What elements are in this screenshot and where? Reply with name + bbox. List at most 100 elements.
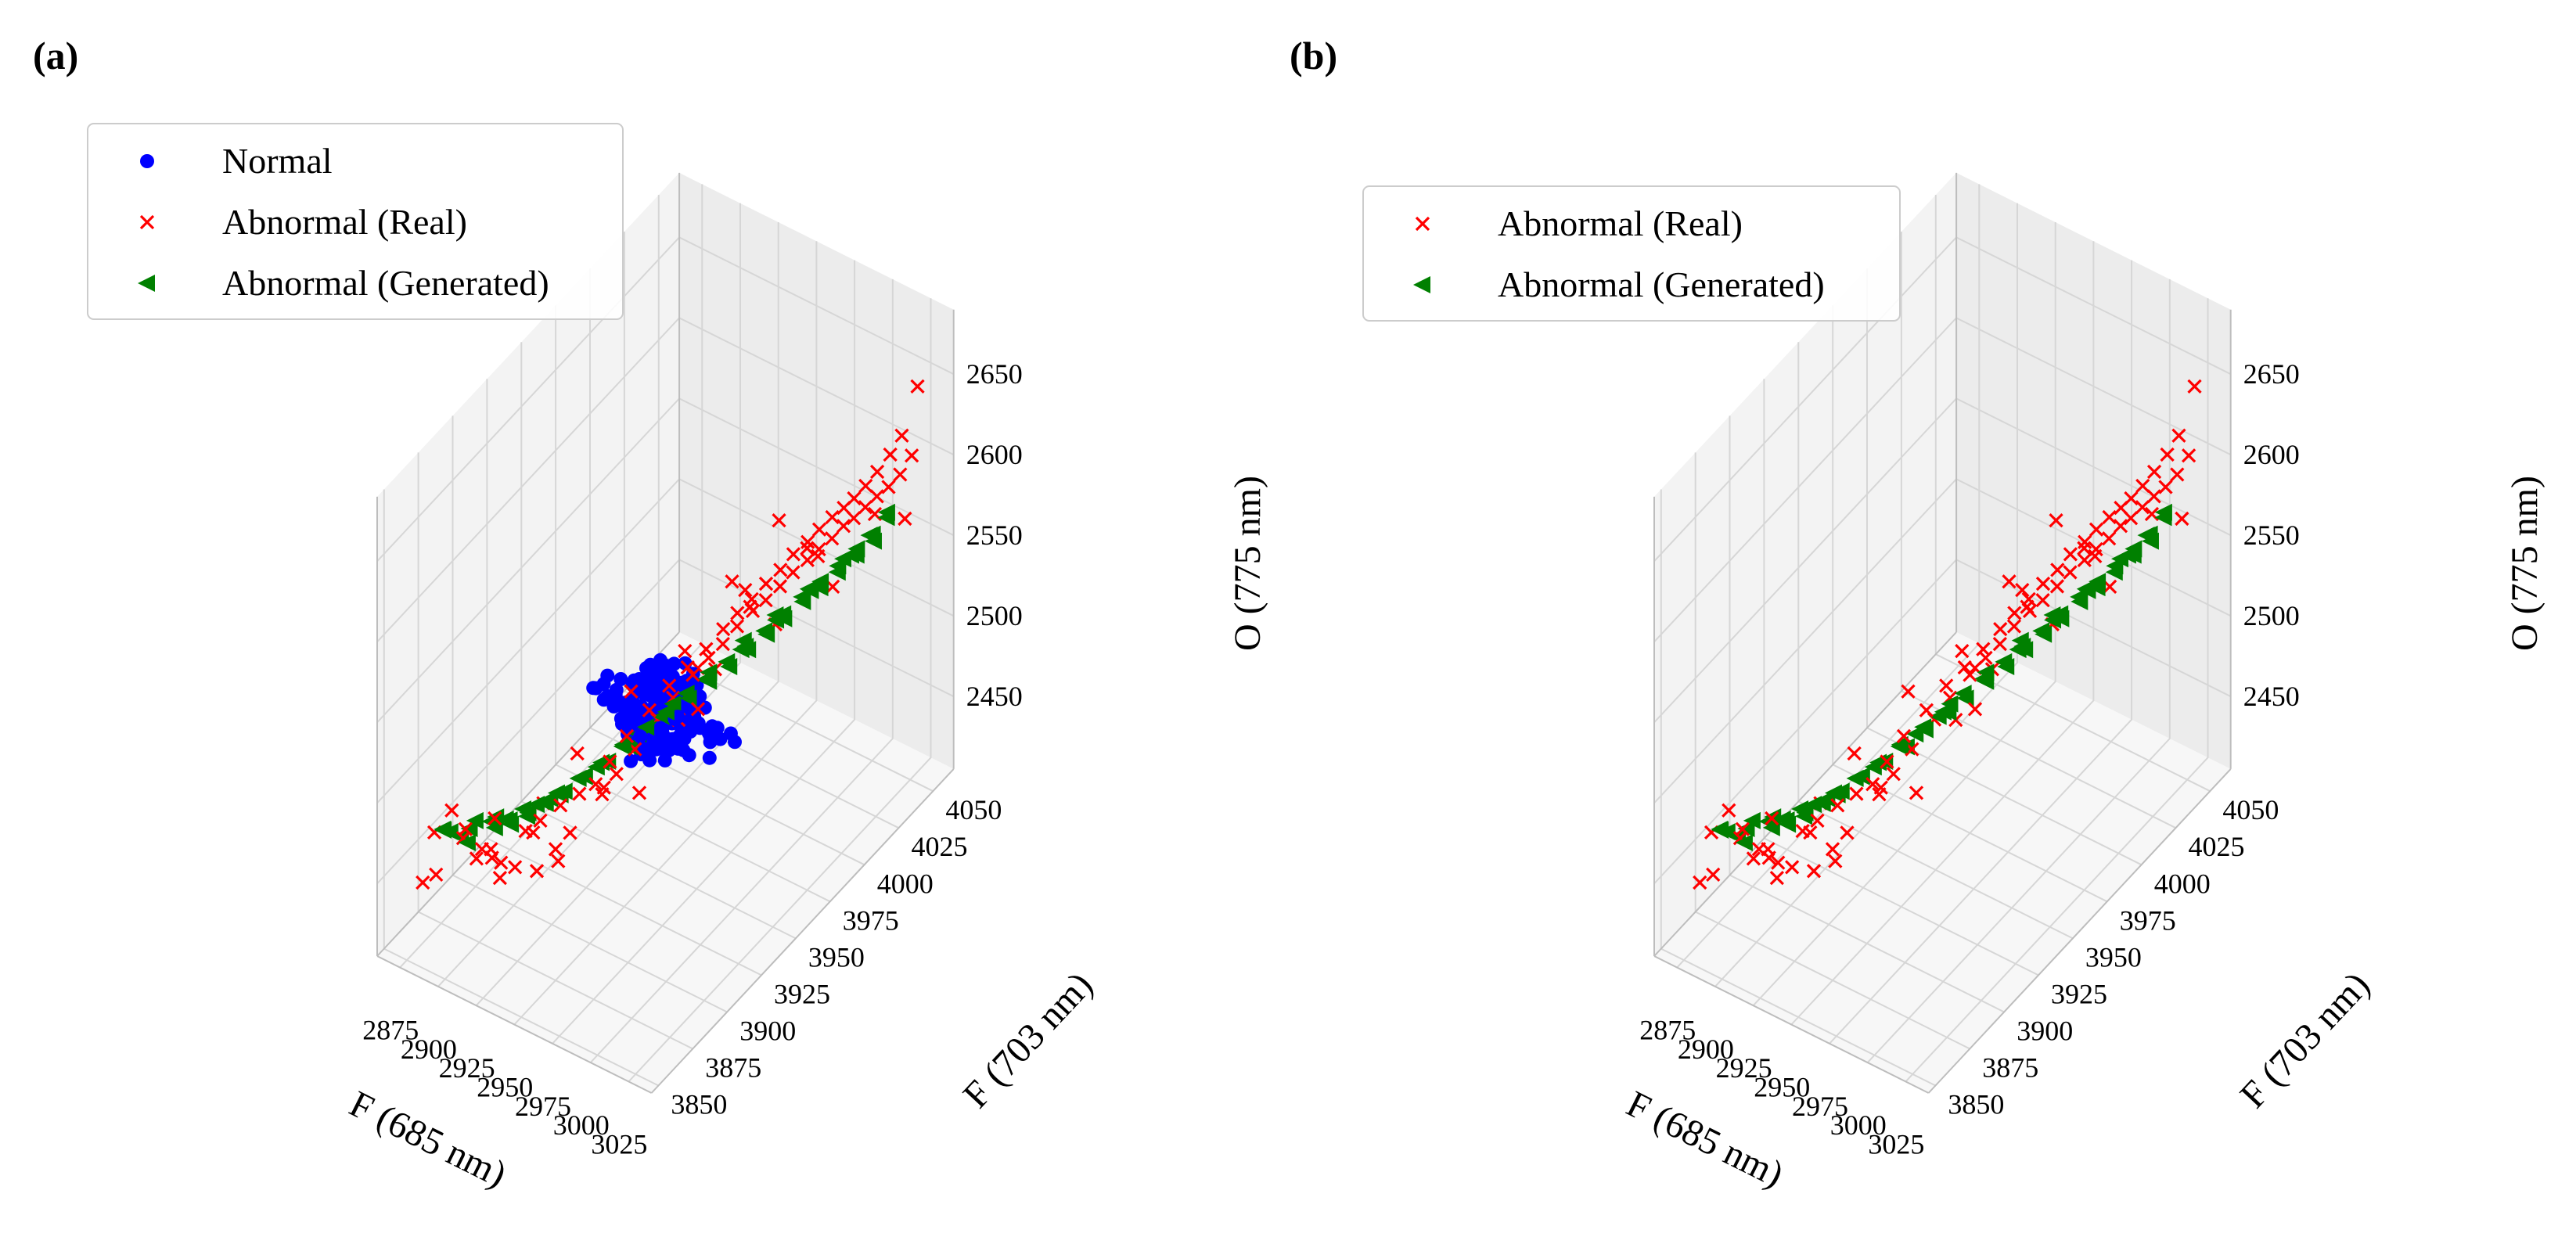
abnormal-real-point xyxy=(2135,500,2150,515)
abnormal-real-point xyxy=(2050,563,2065,577)
abnormal-real-point xyxy=(662,678,677,693)
abnormal-real-point xyxy=(881,480,896,494)
y-tick-label: 4000 xyxy=(2154,868,2211,899)
abnormal-real-point xyxy=(1840,825,1855,840)
abnormal-real-point xyxy=(1886,767,1901,782)
abnormal-real-point xyxy=(715,636,730,652)
z-tick-label: 2450 xyxy=(966,681,1023,712)
normal-point xyxy=(609,682,624,697)
x-tick-label: 2950 xyxy=(477,1072,533,1103)
x-gridline xyxy=(437,203,741,987)
normal-point xyxy=(645,659,660,674)
x-gridline xyxy=(1866,279,2171,1063)
abnormal-generated-point xyxy=(664,695,682,713)
abnormal-real-point xyxy=(2089,522,2104,537)
abnormal-real-point xyxy=(2144,506,2160,522)
normal-point xyxy=(642,742,657,757)
x-gridline xyxy=(1714,203,2018,987)
abnormal-real-point xyxy=(699,642,714,656)
abnormal-real-point xyxy=(1746,851,1761,866)
axis-edge xyxy=(650,768,955,1094)
x-tick-label: 2925 xyxy=(439,1052,495,1084)
legend-box xyxy=(87,123,624,320)
abnormal-generated-point xyxy=(1974,670,1992,688)
abnormal-generated-point xyxy=(1773,810,1791,828)
abnormal-real-point xyxy=(1765,811,1779,826)
abnormal-generated-point xyxy=(496,810,514,828)
abnormal-real-point xyxy=(772,512,786,528)
abnormal-real-point xyxy=(2015,583,2030,598)
legend-generated-marker xyxy=(138,275,155,292)
abnormal-real-point xyxy=(508,860,523,875)
y-tick-label: 4050 xyxy=(2222,794,2279,825)
y-tick-label: 3900 xyxy=(739,1016,796,1047)
x-tick-label: 2900 xyxy=(1678,1034,1734,1065)
normal-point xyxy=(693,721,707,735)
abnormal-real-point xyxy=(2077,541,2092,555)
abnormal-real-point xyxy=(730,606,745,620)
axis-edge xyxy=(1653,955,1930,1094)
normal-point xyxy=(606,699,621,714)
abnormal-real-point xyxy=(469,851,484,866)
abnormal-real-point xyxy=(487,811,502,826)
axis-edge xyxy=(1653,631,1957,957)
abnormal-generated-point xyxy=(829,557,847,575)
normal-point xyxy=(642,753,657,768)
abnormal-real-point xyxy=(529,864,545,879)
abnormal-real-point xyxy=(2102,509,2117,525)
abnormal-real-point xyxy=(1847,746,1862,761)
abnormal-real-point xyxy=(1993,621,2008,637)
y-tick-label: 3950 xyxy=(2085,941,2142,973)
abnormal-real-point xyxy=(2002,574,2017,589)
abnormal-real-point xyxy=(678,643,693,659)
legend-label: Abnormal (Real) xyxy=(222,202,467,242)
abnormal-real-point xyxy=(2021,591,2036,606)
abnormal-real-point xyxy=(773,563,788,577)
abnormal-real-point xyxy=(2181,448,2196,463)
y-tick-label: 3925 xyxy=(2051,978,2107,1009)
abnormal-generated-point xyxy=(2089,573,2106,591)
abnormal-generated-point xyxy=(547,784,565,802)
normal-point xyxy=(633,729,648,744)
abnormal-real-point xyxy=(883,447,898,462)
z-axis-label: O (775 nm) xyxy=(2504,476,2545,651)
abnormal-generated-point xyxy=(736,638,754,656)
abnormal-real-point xyxy=(1880,754,1894,769)
legend: Normal Abnormal (Real) Abnormal (Generated… xyxy=(87,123,624,320)
abnormal-real-point xyxy=(858,500,873,515)
abnormal-real-point xyxy=(416,875,430,890)
normal-point xyxy=(676,742,691,757)
abnormal-generated-point xyxy=(811,573,829,591)
abnormal-real-point xyxy=(847,491,862,506)
abnormal-real-point xyxy=(1771,855,1786,870)
abnormal-generated-point xyxy=(841,546,859,564)
abnormal-generated-point xyxy=(1914,718,1932,736)
abnormal-real-point xyxy=(1872,787,1887,802)
abnormal-generated-point xyxy=(434,821,452,839)
normal-point xyxy=(728,735,742,750)
abnormal-real-point xyxy=(631,786,647,800)
x-gridline xyxy=(1829,260,2133,1044)
y-tick-label: 3925 xyxy=(774,978,830,1009)
abnormal-real-point xyxy=(725,574,739,589)
normal-point xyxy=(713,732,728,746)
abnormal-real-point xyxy=(701,650,716,665)
abnormal-real-point xyxy=(2113,519,2128,534)
abnormal-real-point xyxy=(642,703,657,717)
abnormal-generated-point xyxy=(1954,685,1972,703)
abnormal-real-point xyxy=(690,702,706,717)
z-tick-label: 2500 xyxy=(966,600,1023,631)
abnormal-real-point xyxy=(1992,636,2007,652)
abnormal-real-point xyxy=(1901,684,1916,699)
x-tick-label: 2875 xyxy=(1639,1015,1696,1046)
y-tick-label: 4025 xyxy=(912,831,968,862)
abnormal-real-point xyxy=(825,509,840,525)
abnormal-real-point xyxy=(2035,593,2050,608)
abnormal-real-point xyxy=(744,591,759,606)
panel-a-label: (a) xyxy=(33,34,78,77)
legend-label: Normal xyxy=(222,141,333,181)
x-tick-label: 3000 xyxy=(553,1109,610,1141)
abnormal-real-point xyxy=(548,842,563,857)
legend-box xyxy=(1362,185,1901,322)
